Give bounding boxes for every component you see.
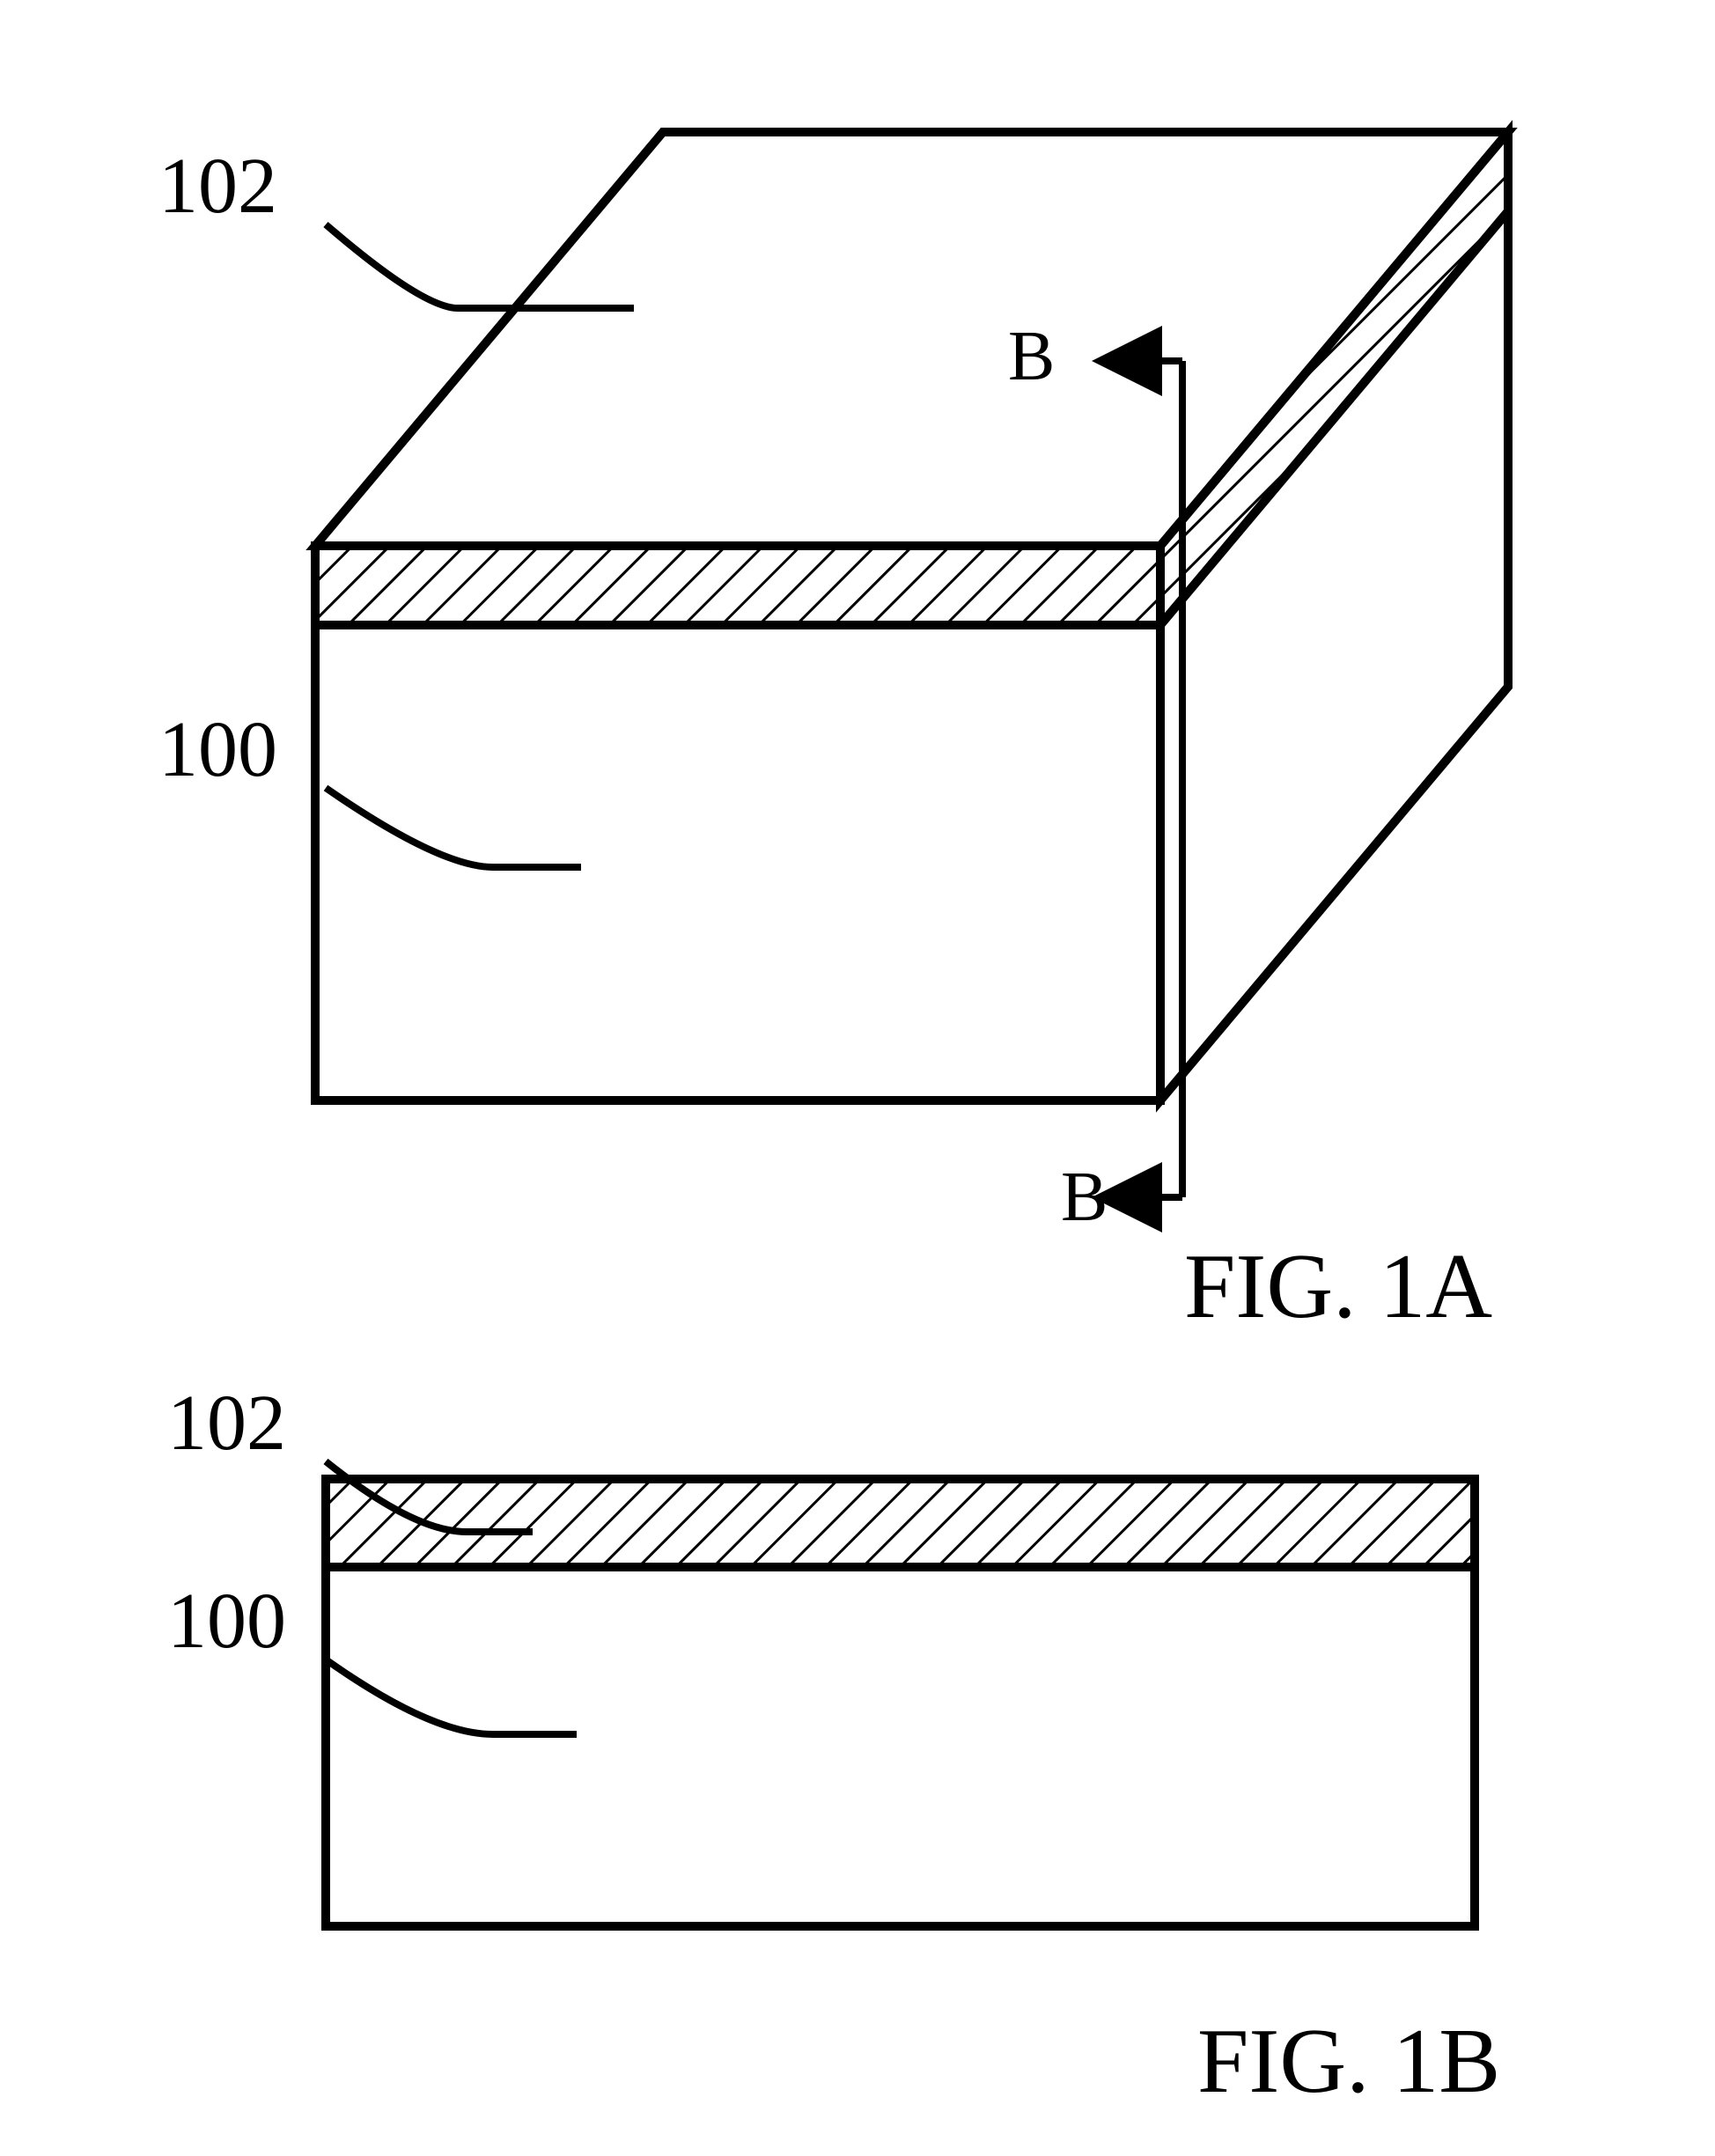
fig1a-layer-front [315,546,1160,625]
figure-canvas [0,0,1715,2156]
fig1a-caption: FIG. 1A [1184,1233,1492,1339]
fig1b-label-102: 102 [167,1378,286,1468]
fig1a-substrate-front [315,625,1160,1100]
fig1a-label-102: 102 [158,141,277,232]
fig1a-section-letter-top: B [1008,317,1055,397]
fig1b-layer [326,1479,1475,1567]
fig1b-substrate [326,1567,1475,1926]
fig1b-caption: FIG. 1B [1197,2007,1500,2114]
fig1a-section-letter-bottom: B [1061,1158,1108,1238]
fig1b-label-100: 100 [167,1576,286,1667]
fig1a-label-100: 100 [158,704,277,795]
